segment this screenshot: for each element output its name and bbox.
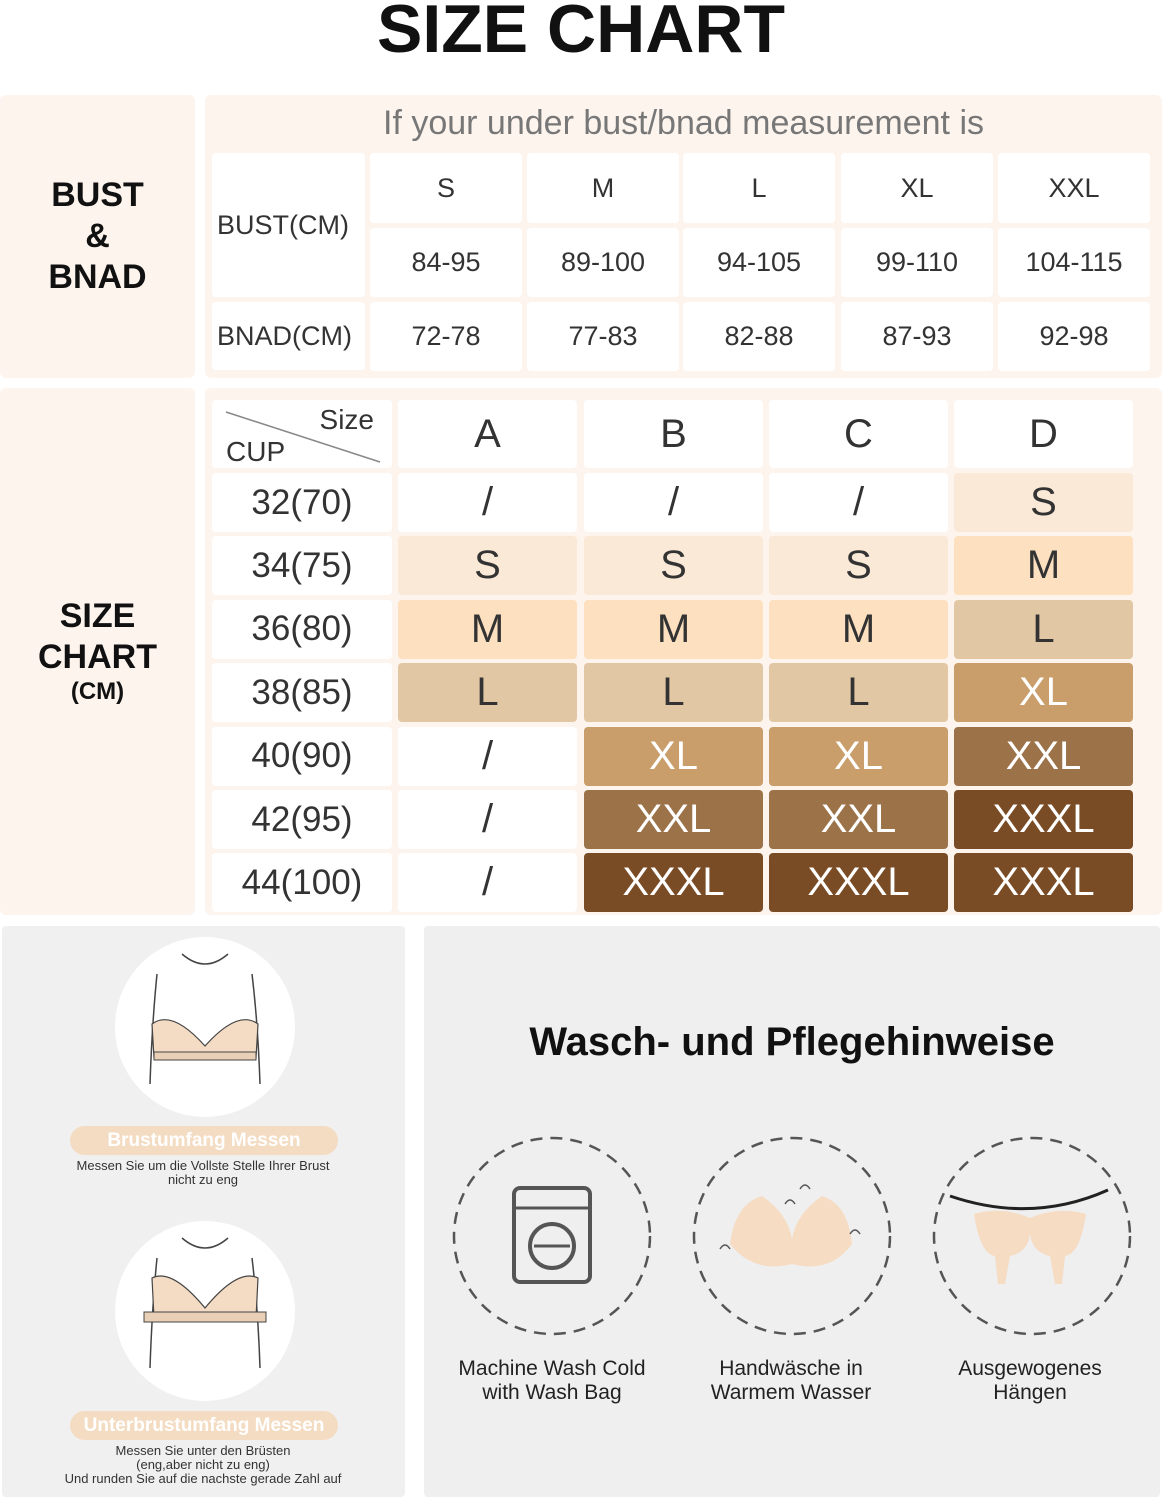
size-cell: XXL xyxy=(584,790,763,849)
size-cell: XL xyxy=(769,726,948,786)
corner-diagonal xyxy=(225,411,381,463)
bust-illustration xyxy=(115,937,295,1117)
measure-text: Messen Sie um die Vollste Stelle Ihrer B… xyxy=(76,1157,330,1173)
size-cell: / xyxy=(769,473,948,532)
row-label: BNAD(CM) xyxy=(212,302,365,370)
care-label: Hängen xyxy=(993,1381,1067,1404)
care-label: Warmem Wasser xyxy=(710,1381,872,1404)
section-label: SIZE CHART (CM) xyxy=(0,388,195,915)
size-header: XL xyxy=(841,153,993,223)
measurement: 87-93 xyxy=(841,302,993,371)
section-label: BUST & BNAD xyxy=(0,95,195,378)
measure-text: nicht zu eng xyxy=(167,1171,239,1187)
band-label: 38(85) xyxy=(212,663,392,723)
cup-header: A xyxy=(398,400,577,468)
cup-header: B xyxy=(584,400,763,468)
size-cell: L xyxy=(769,663,948,723)
corner-bottom: CUP xyxy=(226,436,286,467)
measure-title: Brustumfang Messen xyxy=(70,1126,338,1155)
size-cell: XXL xyxy=(954,726,1133,786)
band-label: 34(75) xyxy=(212,536,392,596)
section-label-line: (CM) xyxy=(70,677,125,705)
size-cell: M xyxy=(954,536,1133,596)
measurement: 94-105 xyxy=(683,228,835,297)
bust-label-box xyxy=(0,95,195,378)
size-cell: XL xyxy=(954,663,1133,723)
measurement: 89-100 xyxy=(527,228,679,297)
size-cell: XXXL xyxy=(954,853,1133,913)
size-cell: M xyxy=(769,599,948,659)
wash-icon xyxy=(452,1136,652,1336)
size-cell: / xyxy=(398,473,577,532)
corner-top: Size xyxy=(319,404,374,435)
measurement: 84-95 xyxy=(370,228,522,297)
size-cell: M xyxy=(584,599,763,659)
section-label-line: & xyxy=(85,217,110,256)
care-panel xyxy=(424,926,1160,1497)
size-header: L xyxy=(683,153,835,223)
title-bar: SIZE CHART xyxy=(0,0,1162,70)
size-header: M xyxy=(527,153,679,223)
measurement: 77-83 xyxy=(527,302,679,371)
handwash-icon xyxy=(692,1136,892,1336)
size-header: XXL xyxy=(998,153,1150,223)
size-cell: L xyxy=(584,663,763,723)
band-label: 32(70) xyxy=(212,473,392,532)
measure-text: (eng,aber nicht zu eng) xyxy=(136,1456,270,1472)
size-cell: XXL xyxy=(769,790,948,849)
size-cell: / xyxy=(398,853,577,913)
measure-panel xyxy=(2,926,405,1497)
measurement: 92-98 xyxy=(998,302,1150,371)
size-cell: XXXL xyxy=(954,790,1133,849)
section-label-line: CHART xyxy=(38,638,157,677)
size-cell: / xyxy=(584,473,763,532)
care-label: with Wash Bag xyxy=(482,1381,622,1404)
bust-heading: If your under bust/bnad measurement is xyxy=(383,103,984,142)
section-label-line: BUST xyxy=(51,176,144,215)
size-cell: XXXL xyxy=(584,853,763,913)
band-label: 42(95) xyxy=(212,790,392,849)
size-cell: XXXL xyxy=(769,853,948,913)
cup-header: C xyxy=(769,400,948,468)
size-header: S xyxy=(370,153,522,223)
care-title: Wasch- und Pflegehinweise xyxy=(529,1019,1055,1064)
size-cell: S xyxy=(769,536,948,596)
measure-title: Unterbrustumfang Messen xyxy=(70,1411,338,1440)
care-label: Ausgewogenes xyxy=(958,1357,1102,1380)
band-label: 36(80) xyxy=(212,599,392,659)
cup-header: D xyxy=(954,400,1133,468)
measure-text: Messen Sie unter den Brüsten xyxy=(115,1442,291,1458)
size-cell: XL xyxy=(584,726,763,786)
size-cell: L xyxy=(398,663,577,723)
corner-cell: Size CUP xyxy=(212,400,392,468)
size-cell: S xyxy=(954,473,1133,532)
measure-text: Und runden Sie auf die nachste gerade Za… xyxy=(64,1470,342,1486)
size-cell: S xyxy=(398,536,577,596)
size-cell: M xyxy=(398,599,577,659)
row-label: BUST(CM) xyxy=(212,153,365,297)
measurement: 104-115 xyxy=(998,228,1150,297)
title: SIZE CHART xyxy=(377,0,785,67)
section-label-line: SIZE xyxy=(59,597,136,636)
care-label: Machine Wash Cold xyxy=(458,1357,646,1380)
measurement: 99-110 xyxy=(841,228,993,297)
size-label-box xyxy=(0,388,195,915)
measurement: 82-88 xyxy=(683,302,835,371)
size-cell: S xyxy=(584,536,763,596)
size-cell: L xyxy=(954,599,1133,659)
care-label: Handwäsche in xyxy=(719,1357,863,1380)
measurement: 72-78 xyxy=(370,302,522,371)
size-cell: / xyxy=(398,726,577,786)
band-label: 44(100) xyxy=(212,853,392,913)
section-label-line: BNAD xyxy=(48,257,147,296)
underbust-illustration xyxy=(115,1221,295,1401)
band-label: 40(90) xyxy=(212,726,392,786)
hang-icon xyxy=(932,1136,1132,1336)
size-cell: / xyxy=(398,790,577,849)
